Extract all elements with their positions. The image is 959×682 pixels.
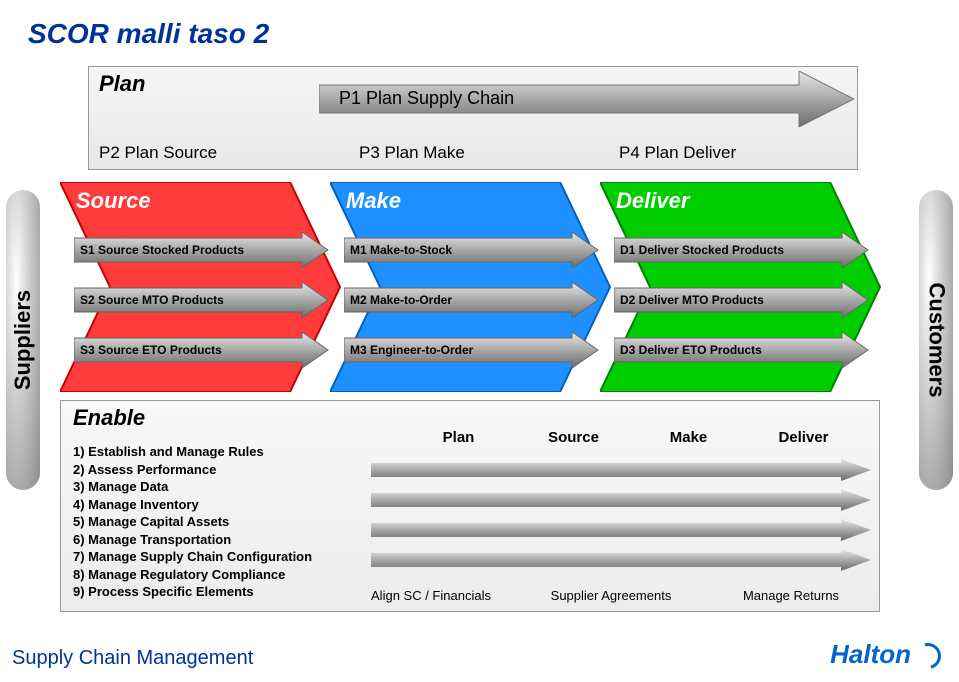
enable-top-cols: Plan Source Make Deliver: [401, 429, 861, 446]
source-title: Source: [76, 188, 151, 214]
item-arrow: S1 Source Stocked Products: [74, 232, 332, 268]
suppliers-label: Suppliers: [10, 290, 36, 390]
p3-label: P3 Plan Make: [359, 143, 569, 163]
make-title: Make: [346, 188, 401, 214]
footer-brand: Halton: [830, 639, 911, 669]
deliver-arrow: Deliver D1 Deliver Stocked Products D2 Del…: [600, 182, 890, 392]
plan-panel: Plan P1 Plan Supply Chain P2 Plan Source…: [88, 66, 858, 170]
enable-col-plan: Plan: [401, 429, 516, 446]
enable-list-item: 3) Manage Data: [73, 478, 312, 496]
footer-logo: Halton: [830, 639, 941, 670]
deliver-title: Deliver: [616, 188, 689, 214]
p1-arrow: P1 Plan Supply Chain: [319, 71, 854, 127]
smd-row: Source S1 Source Stocked Products S2 Sourc…: [60, 182, 910, 392]
enable-panel: Enable 1) Establish and Manage Rules2) A…: [60, 400, 880, 612]
p1-label: P1 Plan Supply Chain: [339, 88, 514, 108]
enable-list-item: 1) Establish and Manage Rules: [73, 443, 312, 461]
item-arrow-label: M3 Engineer-to-Order: [350, 343, 474, 357]
enable-list-item: 2) Assess Performance: [73, 461, 312, 479]
swoosh-icon: [910, 638, 946, 674]
customers-pill: Customers: [919, 190, 953, 490]
suppliers-pill: Suppliers: [6, 190, 40, 490]
item-arrow: D1 Deliver Stocked Products: [614, 232, 872, 268]
enable-bottom-cols: Align SC / Financials Supplier Agreement…: [341, 588, 881, 603]
enable-title: Enable: [73, 405, 145, 431]
enable-list-item: 9) Process Specific Elements: [73, 583, 312, 601]
enable-list-item: 8) Manage Regulatory Compliance: [73, 566, 312, 584]
item-arrow: M3 Engineer-to-Order: [344, 332, 602, 368]
enable-bot-returns: Manage Returns: [701, 588, 881, 603]
item-arrow: D3 Deliver ETO Products: [614, 332, 872, 368]
item-arrow: S2 Source MTO Products: [74, 282, 332, 318]
item-arrow: D2 Deliver MTO Products: [614, 282, 872, 318]
source-arrow: Source S1 Source Stocked Products S2 Sourc…: [60, 182, 350, 392]
item-arrow-label: S2 Source MTO Products: [80, 293, 224, 307]
item-arrow-label: M2 Make-to-Order: [350, 293, 452, 307]
enable-list-item: 5) Manage Capital Assets: [73, 513, 312, 531]
enable-list-item: 6) Manage Transportation: [73, 531, 312, 549]
plan-title: Plan: [99, 71, 145, 97]
enable-col-deliver: Deliver: [746, 429, 861, 446]
item-arrow-label: S1 Source Stocked Products: [80, 243, 244, 257]
item-arrow-label: M1 Make-to-Stock: [350, 243, 452, 257]
enable-arrow-3: [371, 519, 871, 541]
item-arrow-label: D1 Deliver Stocked Products: [620, 243, 784, 257]
item-arrow-label: D2 Deliver MTO Products: [620, 293, 764, 307]
enable-list-item: 7) Manage Supply Chain Configuration: [73, 548, 312, 566]
plan-sub-row: P2 Plan Source P3 Plan Make P4 Plan Deli…: [99, 143, 829, 163]
item-arrow-label: D3 Deliver ETO Products: [620, 343, 762, 357]
enable-arrow-2: [371, 489, 871, 511]
enable-arrow-1: [371, 459, 871, 481]
make-arrow: Make M1 Make-to-Stock M2 Make-to-Order M3 E…: [330, 182, 620, 392]
enable-col-make: Make: [631, 429, 746, 446]
enable-list: 1) Establish and Manage Rules2) Assess P…: [73, 443, 312, 601]
enable-arrow-4: [371, 549, 871, 571]
enable-list-item: 4) Manage Inventory: [73, 496, 312, 514]
item-arrow: S3 Source ETO Products: [74, 332, 332, 368]
item-arrow: M1 Make-to-Stock: [344, 232, 602, 268]
p4-label: P4 Plan Deliver: [619, 143, 829, 163]
item-arrow: M2 Make-to-Order: [344, 282, 602, 318]
customers-label: Customers: [923, 283, 949, 398]
enable-bot-supplier: Supplier Agreements: [521, 588, 701, 603]
footer-left: Supply Chain Management: [12, 647, 253, 670]
page-title: SCOR malli taso 2: [28, 18, 269, 50]
item-arrow-label: S3 Source ETO Products: [80, 343, 222, 357]
enable-bot-align: Align SC / Financials: [341, 588, 521, 603]
p2-label: P2 Plan Source: [99, 143, 309, 163]
enable-col-source: Source: [516, 429, 631, 446]
